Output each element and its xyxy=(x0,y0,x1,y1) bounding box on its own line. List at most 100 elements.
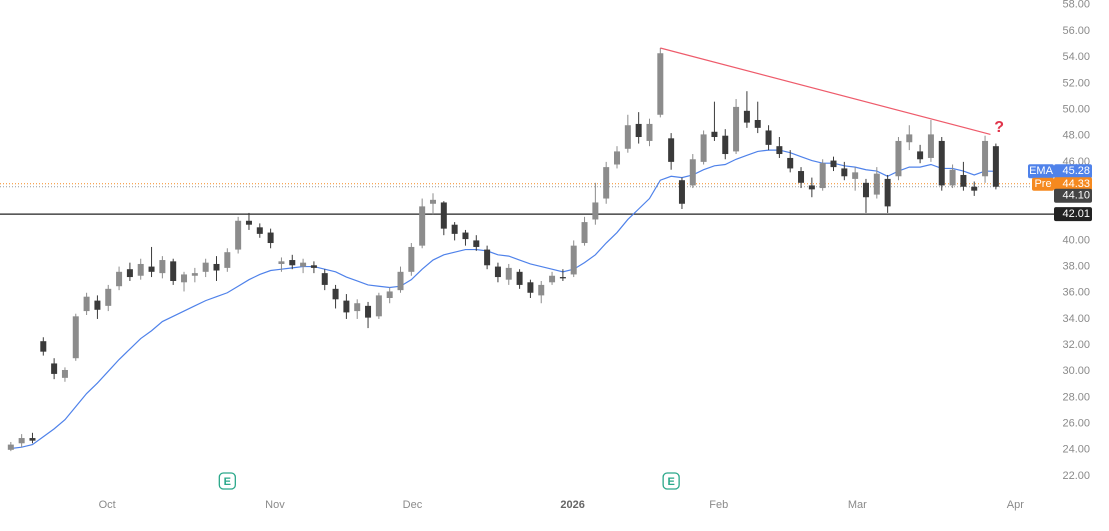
candle-body xyxy=(733,106,740,152)
candle-body xyxy=(841,168,848,177)
pre-name: Pre xyxy=(1034,178,1051,190)
y-tick-label: 36.00 xyxy=(1062,287,1090,299)
candle-body xyxy=(862,182,869,198)
candle-body xyxy=(754,119,761,128)
candle-body xyxy=(289,260,296,266)
candle-body xyxy=(657,53,664,115)
y-tick-label: 32.00 xyxy=(1062,339,1090,351)
candle-body xyxy=(105,288,112,306)
candle-body xyxy=(549,275,556,283)
candle-body xyxy=(992,146,999,187)
candle-body xyxy=(678,180,685,204)
candle-body xyxy=(137,263,144,276)
y-tick-label: 24.00 xyxy=(1062,444,1090,456)
ema-line xyxy=(10,149,996,450)
candle-body xyxy=(267,232,274,244)
y-tick-label: 38.00 xyxy=(1062,260,1090,272)
candle-body xyxy=(224,252,231,268)
ema-value-box xyxy=(1054,164,1092,179)
y-tick-label: 48.00 xyxy=(1062,130,1090,142)
candle-body xyxy=(505,267,512,280)
candle-body xyxy=(256,227,263,234)
earnings-label: E xyxy=(667,476,674,488)
candle-body xyxy=(592,202,599,220)
y-tick-label: 34.00 xyxy=(1062,313,1090,325)
candle-body xyxy=(343,300,350,313)
candle-body xyxy=(614,151,621,165)
candle-body xyxy=(765,130,772,145)
earnings-icon xyxy=(218,472,236,490)
candle-body xyxy=(722,135,729,155)
y-tick-label: 40.00 xyxy=(1062,234,1090,246)
ema-name: EMA xyxy=(1029,165,1054,177)
candle-body xyxy=(170,261,177,281)
candle-body xyxy=(126,269,133,278)
candle-body xyxy=(29,438,36,441)
candle-body xyxy=(603,167,610,199)
candle-body xyxy=(51,363,58,374)
candle-body xyxy=(484,249,491,266)
support-box xyxy=(1054,207,1092,222)
candle-body xyxy=(624,125,631,149)
candle-body xyxy=(94,300,101,310)
candle-body xyxy=(191,273,198,276)
y-tick-label: 52.00 xyxy=(1062,77,1090,89)
ema-value-text: 45.28 xyxy=(1062,165,1090,177)
candle-body xyxy=(40,341,47,352)
candle-body xyxy=(873,173,880,195)
candle-body xyxy=(72,316,79,359)
candle-body xyxy=(375,295,382,317)
candle-body xyxy=(830,160,837,168)
candle-body xyxy=(527,282,534,293)
x-tick-label: Apr xyxy=(1007,499,1024,511)
candle-body xyxy=(332,288,339,300)
x-tick-label: Nov xyxy=(265,499,285,511)
candle-body xyxy=(148,266,155,272)
candle-body xyxy=(494,266,501,278)
candle-body xyxy=(538,284,545,296)
candle-body xyxy=(960,174,967,187)
candle-body xyxy=(462,232,469,240)
candle-body xyxy=(776,146,783,155)
pre-value-text: 44.33 xyxy=(1062,178,1090,190)
earnings-icon xyxy=(662,472,680,490)
candle-body xyxy=(689,159,696,186)
candle-body xyxy=(235,220,242,250)
candle-body xyxy=(354,303,361,312)
candle-body xyxy=(7,444,14,450)
candle-body xyxy=(700,134,707,162)
candle-body xyxy=(245,220,252,225)
candle-body xyxy=(213,263,220,271)
candle-body xyxy=(852,172,859,179)
candle-body xyxy=(949,169,956,186)
candle-body xyxy=(581,222,588,244)
candle-body xyxy=(18,438,25,444)
candle-body xyxy=(787,157,794,169)
candle-body xyxy=(982,140,989,177)
candle-body xyxy=(798,171,805,183)
candle-body xyxy=(300,262,307,267)
candle-body xyxy=(429,199,436,204)
candle-body xyxy=(159,260,166,274)
x-tick-label: 2026 xyxy=(560,499,584,511)
candle-body xyxy=(808,185,815,190)
candle-body xyxy=(310,265,317,268)
candle-body xyxy=(917,151,924,160)
candle-body xyxy=(321,273,328,285)
candle-body xyxy=(971,186,978,191)
candle-body xyxy=(559,277,566,279)
last-price-text: 44.10 xyxy=(1062,190,1090,202)
candle-body xyxy=(668,138,675,162)
y-tick-label: 54.00 xyxy=(1062,51,1090,63)
candle-body xyxy=(906,134,913,143)
candle-body xyxy=(451,224,458,234)
candle-body xyxy=(473,240,480,247)
trendline xyxy=(660,47,991,135)
candle-body xyxy=(365,305,372,318)
y-tick-label: 56.00 xyxy=(1062,25,1090,37)
candle-body xyxy=(819,163,826,189)
candle-body xyxy=(181,274,188,283)
x-tick-label: Oct xyxy=(99,499,116,511)
pre-value-box xyxy=(1054,177,1092,192)
y-tick-label: 50.00 xyxy=(1062,103,1090,115)
